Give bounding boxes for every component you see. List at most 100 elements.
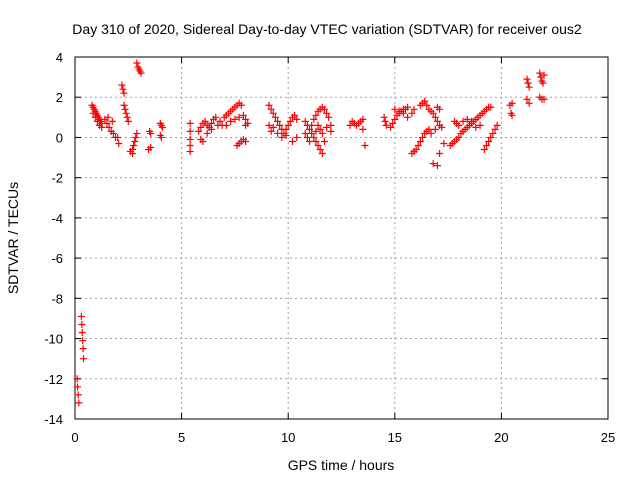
data-point	[212, 113, 220, 121]
data-point	[361, 141, 369, 149]
data-point	[133, 129, 141, 137]
data-point	[310, 115, 318, 123]
data-point	[129, 150, 137, 158]
data-point	[78, 320, 86, 328]
data-point	[431, 125, 439, 133]
data-point	[195, 127, 203, 135]
y-tick-label: 2	[56, 90, 63, 105]
data-point	[147, 144, 155, 151]
data-point	[540, 95, 548, 103]
data-point	[316, 146, 324, 154]
data-point	[410, 105, 418, 113]
data-point	[312, 111, 320, 119]
data-point	[306, 125, 314, 133]
data-point	[93, 117, 101, 125]
data-point	[73, 375, 81, 383]
y-tick-label: 0	[56, 130, 63, 145]
data-point	[389, 119, 397, 127]
data-point	[359, 125, 367, 133]
data-point	[269, 109, 277, 117]
data-point	[222, 121, 230, 129]
data-point	[314, 141, 322, 149]
data-point	[399, 109, 407, 117]
data-point	[227, 117, 235, 125]
data-point	[242, 137, 250, 145]
data-point	[431, 113, 439, 121]
data-point	[327, 127, 335, 135]
data-point	[525, 99, 533, 107]
data-point	[482, 141, 490, 149]
y-tick-label: -8	[51, 291, 63, 306]
data-point	[235, 113, 243, 121]
data-point	[316, 125, 324, 133]
data-point	[186, 119, 194, 127]
data-point	[274, 117, 282, 125]
data-point	[186, 148, 194, 156]
data-point	[109, 129, 117, 137]
data-point	[79, 345, 87, 353]
data-point	[278, 133, 286, 141]
data-point	[130, 141, 138, 149]
data-point	[429, 109, 437, 117]
data-point	[282, 131, 290, 139]
data-point	[493, 121, 501, 129]
data-point	[133, 59, 141, 67]
data-point	[320, 137, 328, 145]
data-point	[308, 129, 316, 137]
data-point	[118, 81, 126, 89]
data-point	[203, 129, 211, 137]
data-point	[523, 95, 531, 103]
data-point	[425, 125, 433, 133]
y-tick-label: -4	[51, 211, 63, 226]
data-point	[197, 123, 205, 131]
axis-ticks	[74, 56, 609, 420]
data-point	[414, 141, 422, 149]
plot-frame	[74, 56, 609, 420]
data-point	[115, 139, 123, 147]
data-point	[314, 121, 322, 129]
data-points	[73, 59, 548, 407]
data-point	[463, 115, 471, 123]
data-point	[131, 137, 139, 145]
data-point	[91, 113, 99, 121]
data-point	[381, 117, 389, 125]
data-point	[157, 133, 165, 141]
data-point	[276, 121, 284, 129]
data-point	[323, 123, 331, 131]
data-point	[433, 117, 441, 125]
data-point	[318, 150, 326, 158]
data-point	[78, 329, 86, 337]
data-point	[207, 125, 215, 133]
data-point	[359, 115, 367, 123]
data-point	[524, 79, 532, 87]
data-point	[122, 109, 130, 117]
data-point	[244, 119, 252, 127]
x-tick-label: 15	[388, 430, 402, 445]
data-point	[293, 115, 301, 123]
data-point	[312, 137, 320, 145]
data-point	[323, 109, 331, 117]
y-tick-label: 4	[56, 50, 63, 65]
data-point	[310, 133, 318, 141]
data-point	[536, 69, 544, 77]
data-point	[459, 117, 467, 125]
data-point	[121, 105, 129, 113]
data-point	[147, 129, 155, 137]
data-point	[436, 150, 444, 158]
data-point	[346, 121, 354, 129]
data-point	[242, 115, 250, 123]
data-point	[408, 109, 416, 117]
data-point	[318, 129, 326, 137]
data-point	[120, 101, 128, 109]
data-point	[89, 109, 97, 117]
data-point	[74, 391, 82, 399]
data-point	[124, 117, 132, 125]
data-point	[267, 105, 275, 113]
data-point	[380, 113, 388, 121]
data-point	[301, 117, 309, 125]
data-point	[120, 89, 128, 97]
y-tick-label: -2	[51, 171, 63, 186]
y-axis-label: SDTVAR / TECUs	[5, 182, 21, 294]
data-point	[98, 123, 106, 131]
data-point	[282, 125, 290, 133]
